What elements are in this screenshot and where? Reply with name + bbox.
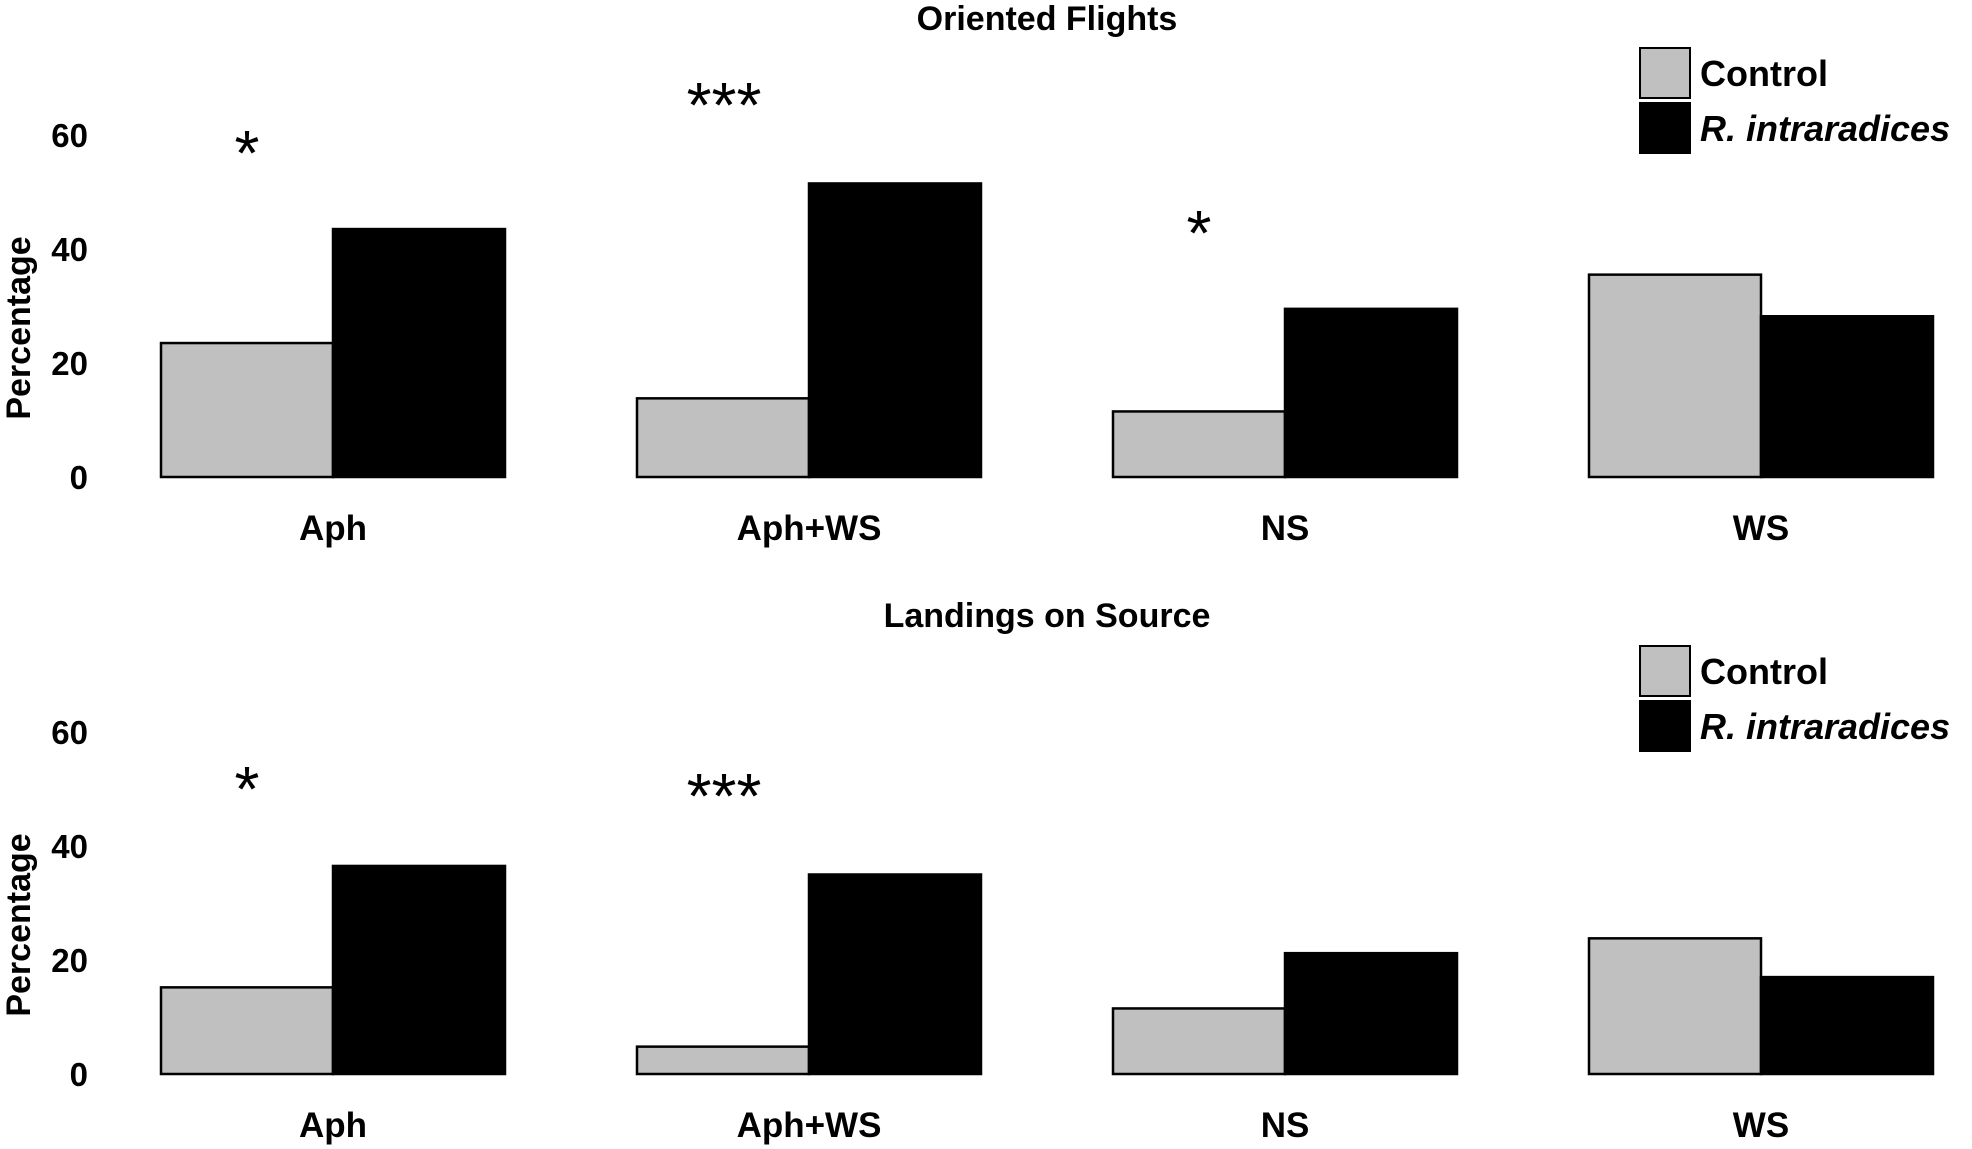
bar-treatment [331, 227, 507, 479]
significance-mark: *** [687, 760, 762, 832]
category-label: WS [1733, 1106, 1789, 1145]
category-label: Aph [299, 1106, 367, 1145]
category-label: NS [1261, 1106, 1310, 1145]
bar-treatment [807, 182, 983, 479]
y-tick-label: 40 [51, 828, 88, 865]
bar-treatment [331, 864, 507, 1076]
significance-marks: * *** [235, 753, 762, 832]
significance-mark: *** [687, 69, 762, 141]
y-axis-label: Percentage [0, 236, 38, 419]
category-label: Aph [299, 509, 367, 548]
legend-swatch-control [1639, 645, 1691, 697]
bar-treatment [807, 873, 983, 1076]
legend: Control R. intraradices [1639, 47, 1950, 154]
bar-control [159, 986, 335, 1076]
category-label: WS [1733, 509, 1789, 548]
significance-marks: ***** [235, 69, 1212, 269]
y-tick-label: 0 [70, 1056, 88, 1093]
legend-swatch-treatment [1639, 102, 1691, 154]
bar-treatment [1283, 307, 1459, 479]
bar-control [159, 341, 335, 479]
legend-label-control: Control [1700, 53, 1828, 94]
y-axis-ticks: 0 20 40 60 [51, 117, 88, 496]
bar-control [1587, 937, 1763, 1076]
significance-mark: * [235, 753, 260, 825]
legend-label-treatment: R. intraradices [1700, 706, 1950, 747]
legend-swatch-treatment [1639, 700, 1691, 752]
bar-control [1111, 410, 1287, 479]
legend-label-treatment: R. intraradices [1700, 108, 1950, 149]
category-labels: Aph Aph+WS NS WS [299, 509, 1789, 548]
category-labels: Aph Aph+WS NS WS [299, 1106, 1789, 1145]
bar-treatment [1759, 975, 1935, 1076]
y-tick-label: 20 [51, 345, 88, 382]
y-tick-label: 20 [51, 942, 88, 979]
y-tick-label: 0 [70, 459, 88, 496]
legend: Control R. intraradices [1639, 645, 1950, 752]
category-label: Aph+WS [737, 1106, 882, 1145]
bar-group [159, 182, 1935, 479]
legend-swatch-control [1639, 47, 1691, 99]
bar-control [635, 1045, 811, 1076]
bar-control [635, 397, 811, 479]
bar-control [1587, 273, 1763, 479]
category-label: Aph+WS [737, 509, 882, 548]
bar-control [1111, 1007, 1287, 1076]
significance-mark: * [235, 117, 260, 189]
chart-title: Oriented Flights [917, 0, 1178, 38]
y-tick-label: 40 [51, 231, 88, 268]
bar-group [159, 864, 1935, 1076]
significance-mark: * [1187, 197, 1212, 269]
bar-treatment [1283, 951, 1459, 1076]
category-label: NS [1261, 509, 1310, 548]
bar-treatment [1759, 315, 1935, 479]
y-axis-ticks: 0 20 40 60 [51, 714, 88, 1093]
chart-title: Landings on Source [884, 597, 1211, 635]
y-tick-label: 60 [51, 117, 88, 154]
y-axis-label: Percentage [0, 833, 38, 1016]
y-tick-label: 60 [51, 714, 88, 751]
legend-label-control: Control [1700, 651, 1828, 692]
